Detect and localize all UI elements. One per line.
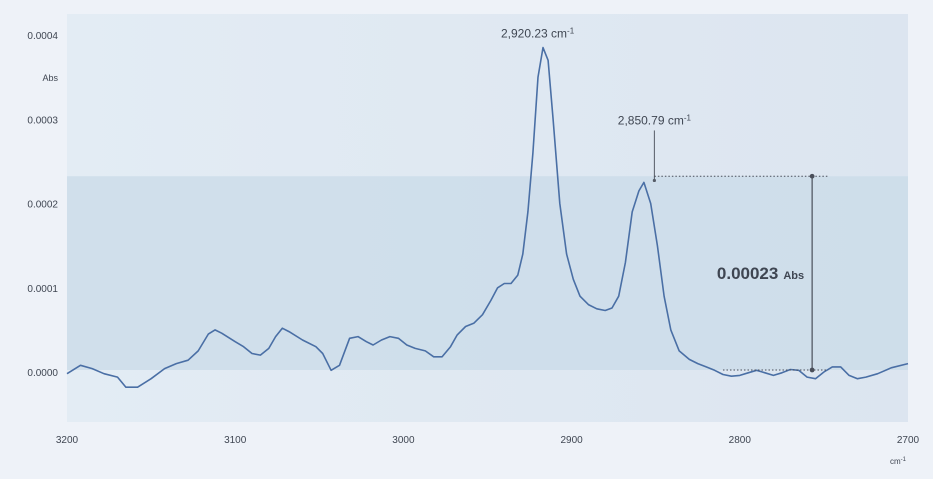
x-tick-label: 2800 bbox=[729, 435, 752, 446]
y-tick-label: 0.0000 bbox=[27, 368, 58, 379]
y-tick-label: 0.0001 bbox=[27, 284, 58, 295]
y-unit-label: Abs bbox=[42, 73, 58, 83]
x-unit-label: cm-1 bbox=[890, 457, 907, 466]
annotation-dot bbox=[652, 178, 656, 183]
y-tick-label: 0.0002 bbox=[27, 200, 58, 211]
x-axis-ticks: 3200 3100 3000 2900 2800 2700 bbox=[56, 435, 920, 446]
y-tick-label: 0.0004 bbox=[27, 31, 58, 42]
measure-top-dot bbox=[809, 173, 815, 179]
x-tick-label: 3000 bbox=[392, 435, 415, 446]
measure-label: 0.00023 Abs bbox=[717, 264, 804, 283]
x-tick-label: 3100 bbox=[224, 435, 247, 446]
x-tick-label: 3200 bbox=[56, 435, 79, 446]
peak-label: 2,920.23 cm-1 bbox=[501, 27, 575, 41]
peak-annotation: 2,920.23 cm-1 bbox=[501, 27, 575, 41]
peak-annotations: 2,920.23 cm-1 2,850.79 cm-1 bbox=[501, 27, 692, 183]
measurement-marker: 0.00023 Abs bbox=[654, 173, 829, 373]
peak-label: 2,850.79 cm-1 bbox=[618, 113, 692, 127]
peak-annotation: 2,850.79 cm-1 bbox=[618, 113, 692, 183]
x-tick-label: 2700 bbox=[897, 435, 920, 446]
series-line bbox=[66, 46, 909, 388]
x-tick-label: 2900 bbox=[560, 435, 583, 446]
y-tick-label: 0.0003 bbox=[27, 115, 58, 126]
measurement-band bbox=[67, 176, 908, 370]
measure-bottom-dot bbox=[809, 367, 815, 373]
y-axis-ticks: 0.0004 0.0003 0.0002 0.0001 0.0000 bbox=[27, 31, 58, 379]
